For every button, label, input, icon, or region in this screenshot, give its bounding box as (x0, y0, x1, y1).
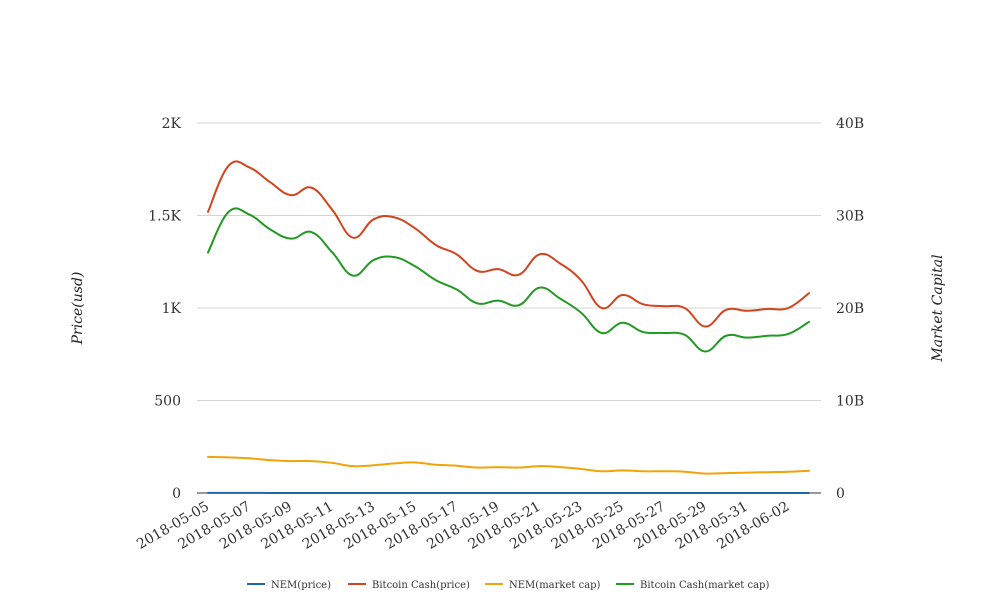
legend-item-nem-market-cap[interactable]: NEM(market cap) (485, 580, 601, 591)
legend: NEM(price) Bitcoin Cash(price) NEM(market … (247, 580, 769, 591)
legend-label: NEM(price) (271, 580, 331, 591)
left-axis-title: Price(usd) (70, 272, 86, 346)
right-axis-title: Market Capital (930, 254, 946, 362)
legend-item-bitcoin-cash-market-cap[interactable]: Bitcoin Cash(market cap) (616, 580, 769, 591)
series-line-bitcoin-cash-market-cap (207, 207, 810, 353)
right-tick-label: 30B (836, 209, 864, 225)
left-tick-label: 2K (162, 116, 182, 132)
right-tick-label: 40B (836, 116, 864, 132)
left-tick-label: 0 (172, 486, 181, 502)
left-tick-label: 1.5K (148, 209, 181, 225)
gridlines (197, 122, 821, 494)
right-tick-label: 0 (836, 486, 845, 502)
left-tick-label: 500 (154, 394, 181, 410)
series-line-nem-market-cap (207, 455, 810, 475)
legend-label: Bitcoin Cash(price) (372, 580, 470, 591)
legend-item-bitcoin-cash-price[interactable]: Bitcoin Cash(price) (348, 580, 470, 591)
right-tick-label: 20B (836, 301, 864, 317)
legend-label: NEM(market cap) (509, 580, 601, 591)
right-tick-label: 10B (836, 394, 864, 410)
x-axis-ticks: 2018-05-052018-05-072018-05-092018-05-11… (134, 499, 792, 553)
left-tick-label: 1K (162, 301, 182, 317)
left-axis-ticks: 0 500 1K 1.5K 2K (148, 116, 181, 502)
series-line-bitcoin-cash-price (207, 160, 810, 328)
legend-item-nem-price[interactable]: NEM(price) (247, 580, 331, 591)
legend-label: Bitcoin Cash(market cap) (640, 580, 769, 591)
series-lines (207, 160, 810, 494)
right-axis-ticks: 0 10B 20B 30B 40B (836, 116, 864, 502)
